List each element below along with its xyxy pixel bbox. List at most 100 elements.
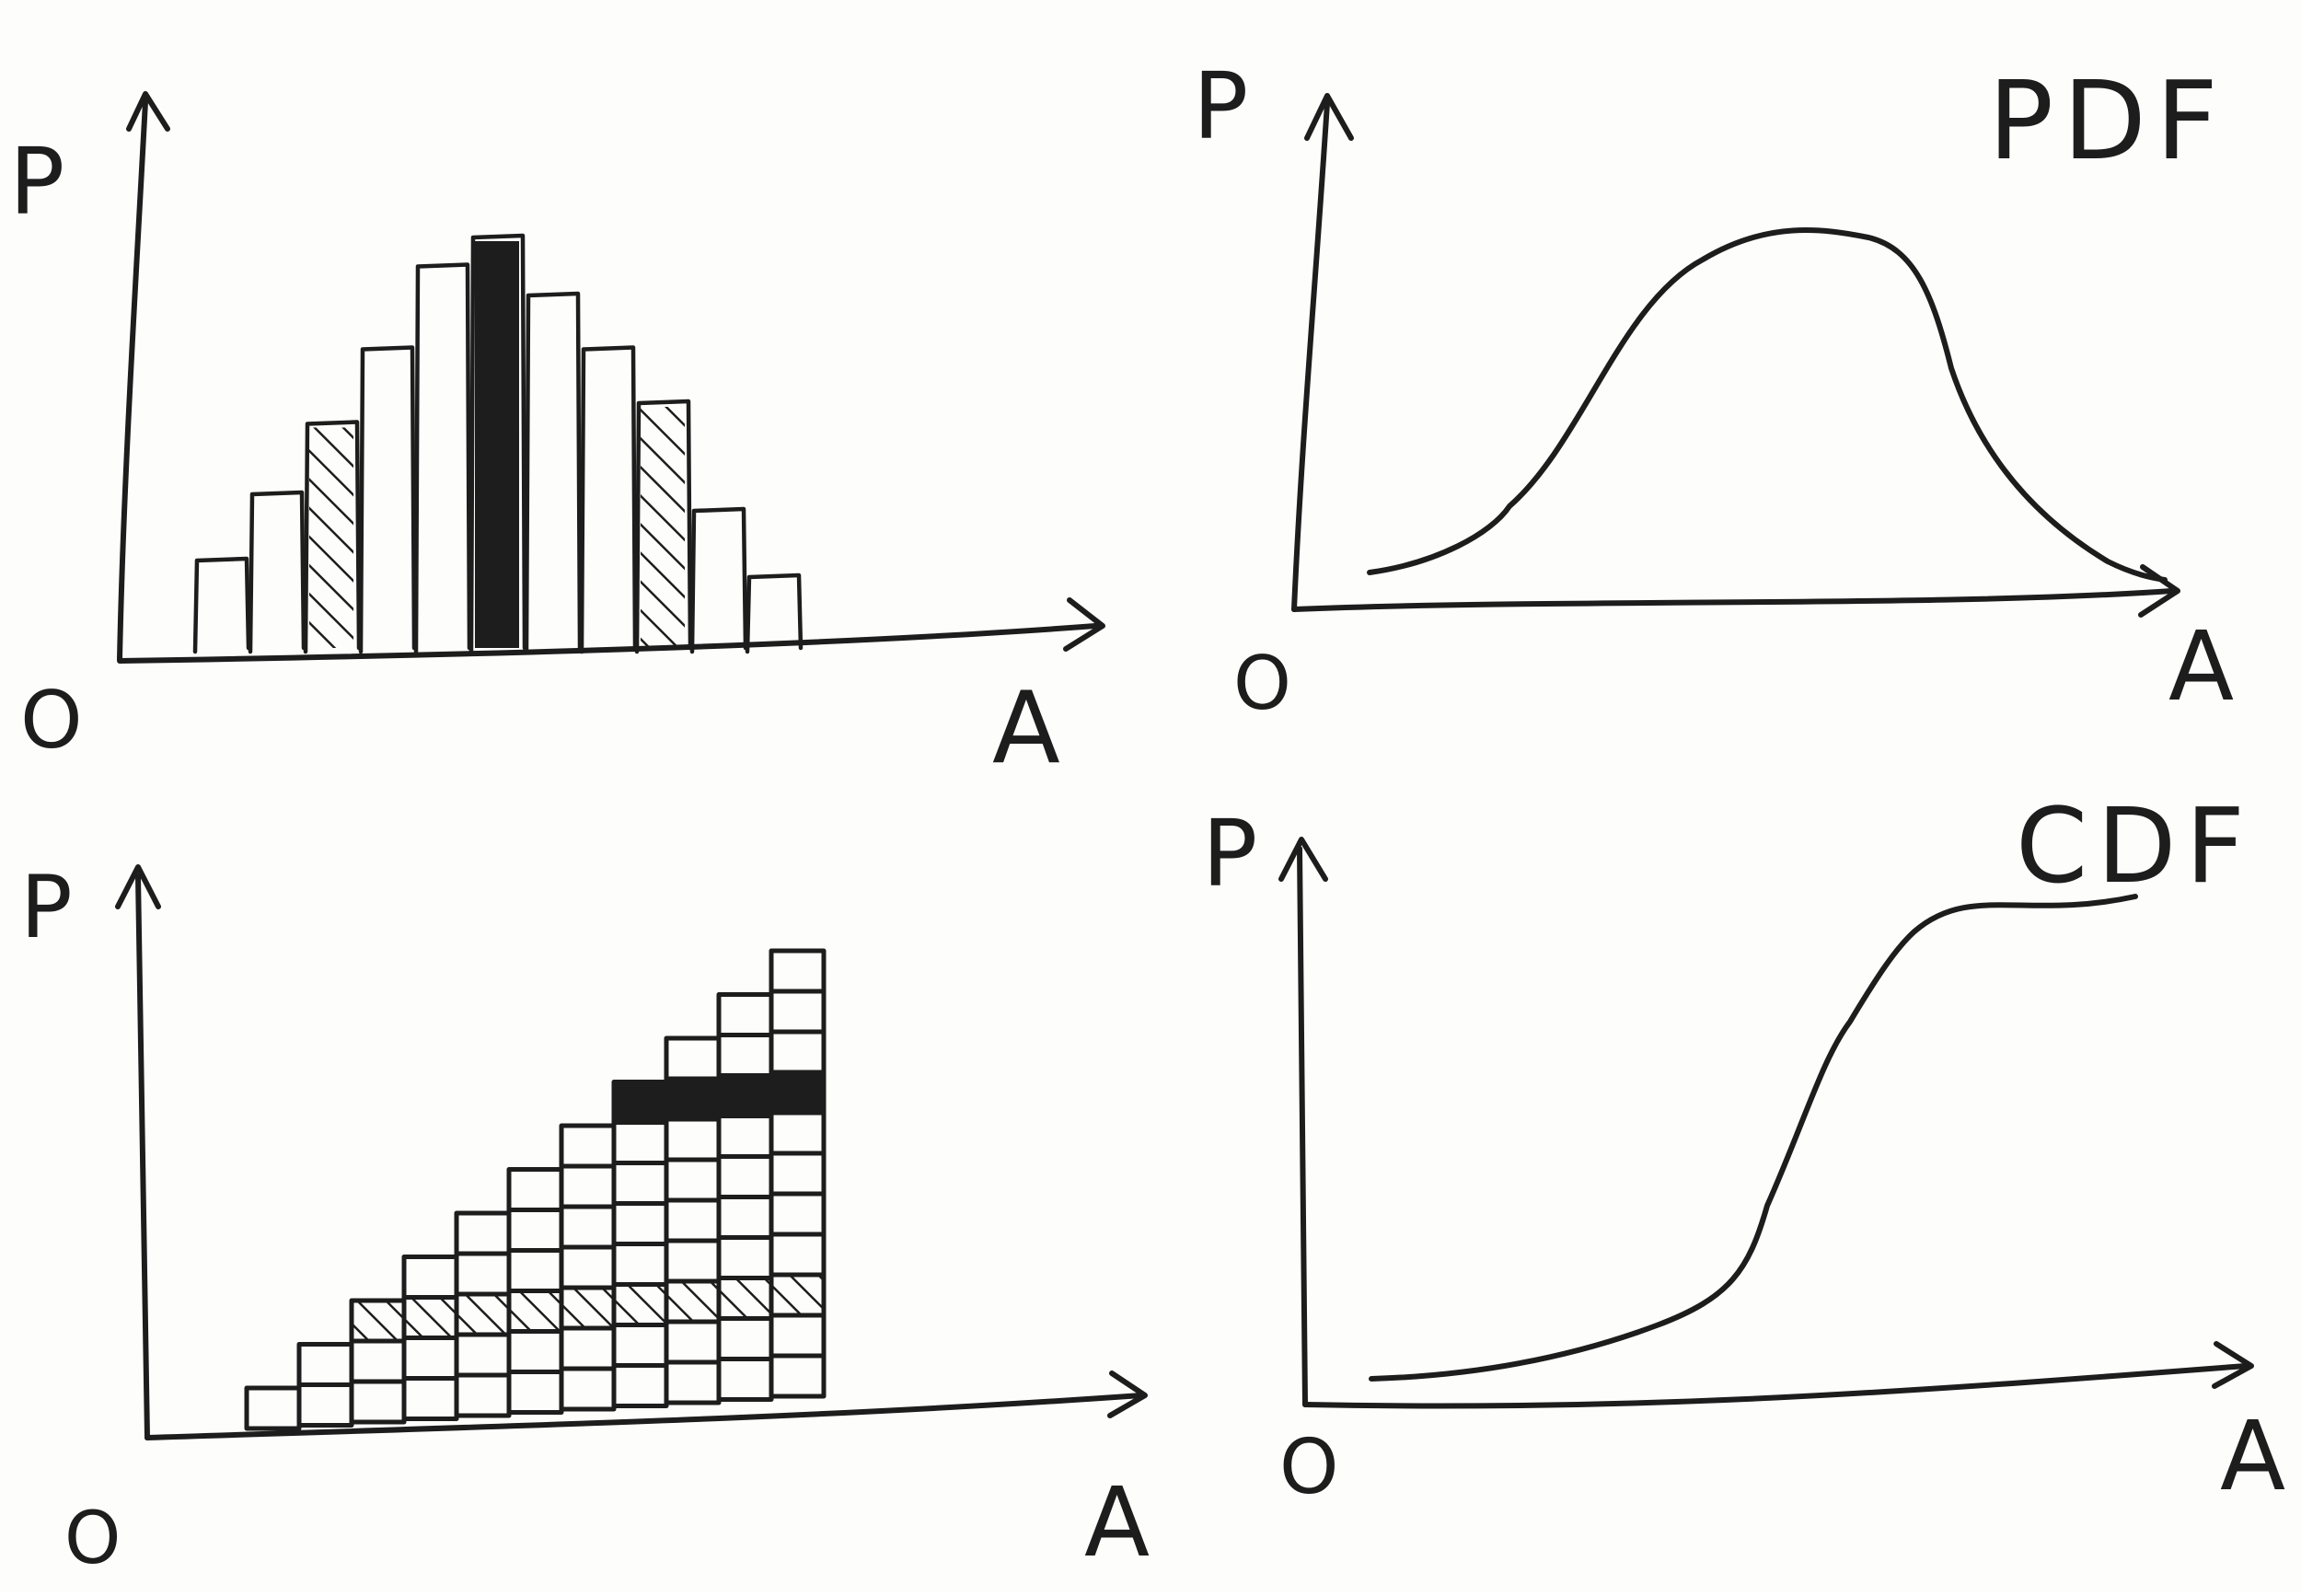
pdf-title: PDF [1988, 57, 2227, 184]
stack-block-plain [769, 1191, 827, 1237]
stack-block-plain [664, 1157, 722, 1203]
stack-block-hatched [769, 1272, 827, 1318]
stack-block-plain [506, 1167, 564, 1212]
stack-block-filled [611, 1080, 669, 1125]
y-axis [117, 98, 148, 662]
stack-block-plain [769, 989, 827, 1035]
histogram-bar [303, 420, 362, 654]
a-axis-label: A [1084, 1466, 1150, 1579]
x-axis-arrowhead [1107, 1370, 1148, 1418]
histogram-bar [689, 506, 748, 654]
stack-block-hatched [454, 1291, 512, 1337]
x-axis [1302, 1363, 2249, 1409]
stack-block-plain [454, 1251, 512, 1297]
origin-label: O [1233, 641, 1291, 726]
y-axis [135, 873, 150, 1440]
y-axis [1297, 846, 1308, 1407]
stack-block-plain [454, 1210, 512, 1256]
pdf-curve [1367, 227, 2168, 583]
stack-block-plain [611, 1363, 669, 1408]
origin-label: O [20, 675, 83, 767]
histogram-bar [745, 572, 804, 654]
x-axis-arrowhead [2212, 1341, 2254, 1389]
a-axis-label: A [2220, 1400, 2285, 1512]
stack-block-plain [454, 1332, 512, 1378]
histogram-bar [468, 233, 527, 654]
stack-block-plain [769, 1029, 827, 1075]
stack-block-plain [349, 1338, 407, 1384]
stack-block-plain [611, 1323, 669, 1368]
histogram-bars [192, 233, 804, 654]
stack-block-plain [664, 1116, 722, 1162]
stack-block-plain [296, 1342, 354, 1387]
stack-block-plain [559, 1204, 617, 1250]
stack-block-plain [716, 1316, 774, 1361]
stack-block-plain [559, 1244, 617, 1290]
x-axis [1291, 588, 2175, 612]
stack-block-hatched [349, 1298, 407, 1344]
stack-block-plain [769, 1313, 827, 1359]
stack-block-plain [664, 1035, 722, 1081]
stack-block-hatched [559, 1285, 617, 1331]
stack-block-hatched [716, 1276, 774, 1321]
stack-block-plain [559, 1123, 617, 1169]
stacked-blocks [244, 948, 827, 1431]
x-axis [145, 1393, 1144, 1440]
histogram-bar [579, 345, 638, 654]
stack-block-plain [716, 1357, 774, 1402]
stack-block-plain [769, 1232, 827, 1278]
stack-block-plain [401, 1376, 459, 1421]
stack-block-plain [664, 1319, 722, 1365]
stack-block-hatched [664, 1278, 722, 1324]
stack-block-plain [611, 1242, 669, 1287]
origin-label: O [64, 1498, 121, 1580]
stack-block-plain [664, 1238, 722, 1284]
stack-block-plain [716, 1235, 774, 1280]
p-axis-label: P [1202, 800, 1257, 908]
stack-block-plain [611, 1201, 669, 1246]
stack-block-plain [716, 992, 774, 1037]
cdf-panel: P O A CDF [1202, 787, 2285, 1512]
p-axis-label: P [1193, 52, 1248, 160]
stack-block-plain [664, 1359, 722, 1405]
stack-block-plain [716, 1195, 774, 1240]
histogram-bar [358, 345, 417, 654]
stack-block-plain [559, 1366, 617, 1412]
stack-block-plain [611, 1161, 669, 1206]
histogram-bar-fill-hatched [641, 407, 685, 648]
stack-block-plain [506, 1248, 564, 1293]
pdf-panel: P O A PDF [1193, 52, 2234, 726]
histogram-panel: P O A [9, 91, 1105, 786]
y-axis-arrowhead [126, 91, 170, 132]
stack-block-plain [506, 1208, 564, 1253]
histogram-bar [248, 490, 306, 654]
a-axis-label: A [992, 671, 1060, 786]
a-axis-label: A [2168, 610, 2234, 723]
stack-block-plain [769, 948, 827, 994]
stack-block-plain [401, 1336, 459, 1381]
stack-block-plain [506, 1329, 564, 1374]
y-axis-arrowhead [1304, 93, 1354, 141]
histogram-bar [413, 262, 472, 654]
stack-block-plain [559, 1163, 617, 1209]
histogram-bar [192, 556, 251, 654]
cdf-title: CDF [2016, 787, 2254, 907]
stack-block-plain [716, 1154, 774, 1199]
x-axis-arrowhead [2138, 564, 2180, 618]
stack-block-plain [769, 1110, 827, 1156]
origin-label: O [1279, 1424, 1339, 1511]
x-axis [117, 623, 1098, 664]
stack-block-plain [769, 1151, 827, 1197]
stack-block-plain [506, 1370, 564, 1415]
stack-block-plain [454, 1372, 512, 1418]
stack-block-plain [611, 1120, 669, 1165]
stack-block-plain [559, 1325, 617, 1371]
stack-block-plain [401, 1255, 459, 1300]
stack-block-filled [769, 1070, 827, 1116]
stack-block-hatched [506, 1289, 564, 1334]
y-axis-arrowhead [1278, 837, 1328, 882]
histogram-bar-fill-hatched [309, 427, 353, 648]
histogram-bar [524, 291, 583, 654]
stack-block-hatched [611, 1282, 669, 1327]
